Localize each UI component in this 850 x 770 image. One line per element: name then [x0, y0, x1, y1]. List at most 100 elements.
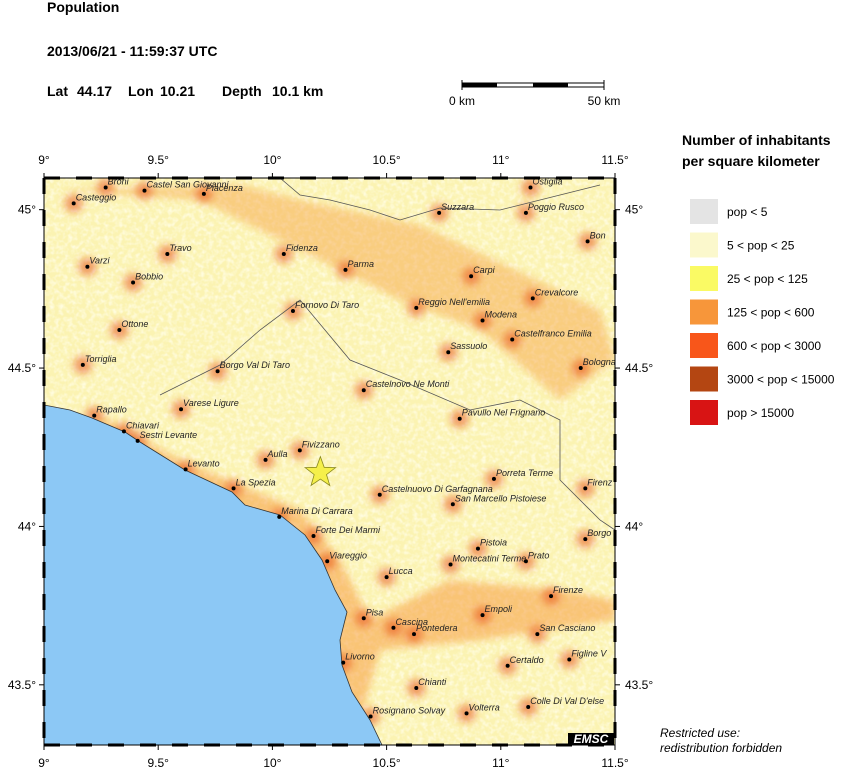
city-label: Ostiglia	[532, 177, 562, 187]
city-dot	[343, 267, 348, 272]
x-tick-label: 10°	[263, 756, 281, 770]
city-dot	[297, 448, 302, 453]
legend-swatch	[690, 333, 718, 358]
city-dot	[437, 210, 442, 215]
x-tick-label: 10.5°	[373, 153, 401, 167]
city-dot	[92, 413, 97, 418]
city-dot	[583, 486, 588, 491]
city-dot	[567, 657, 572, 662]
city-dot	[215, 369, 220, 374]
depth-value: 10.1 km	[272, 83, 323, 99]
city-label: Travo	[169, 243, 191, 253]
city-dot	[491, 476, 496, 481]
city-dot	[183, 467, 188, 472]
city-dot	[448, 562, 453, 567]
border	[159, 299, 615, 531]
epicenter	[303, 455, 337, 487]
city-dot	[325, 559, 330, 564]
city-dot	[412, 632, 417, 637]
legend-label: 600 < pop < 3000	[727, 339, 821, 353]
city-label: Suzzara	[441, 202, 474, 212]
y-tick-label: 44.5°	[8, 361, 36, 375]
y-tick-label: 45°	[625, 203, 643, 217]
legend-swatch	[690, 366, 718, 392]
logo-box	[568, 733, 614, 745]
footer-note: Restricted use:	[660, 726, 740, 740]
x-tick-label: 9°	[38, 756, 50, 770]
city-label: Parma	[347, 259, 374, 269]
city-label: Marina Di Carrara	[281, 506, 353, 516]
city-dot	[528, 185, 533, 190]
legend-label: pop > 15000	[727, 406, 794, 420]
legend-label: pop < 5	[727, 205, 768, 219]
city-label: Montecatini Terme	[453, 553, 527, 563]
city-label: Prato	[528, 550, 550, 560]
city-dot	[391, 625, 396, 630]
city-dot	[85, 264, 90, 269]
legend-swatch	[690, 232, 718, 258]
city-dot	[341, 660, 346, 665]
city-label: Chianti	[418, 677, 447, 687]
city-label: Crevalcore	[535, 287, 579, 297]
city-dot	[549, 594, 554, 599]
legend-title: per square kilometer	[682, 153, 820, 169]
legend-title: Number of inhabitants	[682, 132, 831, 148]
city-label: Casteggio	[76, 192, 117, 202]
city-label: Castelnuovo Di Garfagnana	[382, 484, 493, 494]
city-label: Reggio Nell'emilia	[418, 297, 490, 307]
x-tick-label: 10°	[263, 153, 281, 167]
city-label: Torriglia	[85, 354, 117, 364]
city-dot	[505, 663, 510, 668]
city-label: Firenze	[553, 585, 583, 595]
city-label: Poggio Rusco	[528, 202, 584, 212]
y-tick-label: 44°	[625, 519, 643, 533]
footer-note: redistribution forbidden	[660, 741, 782, 755]
map-frame	[43, 177, 616, 746]
y-tick-label: 43.5°	[8, 678, 36, 692]
city-label: Bon	[590, 230, 606, 240]
city-dot	[457, 416, 462, 421]
city-dot	[281, 252, 286, 257]
city-dot	[117, 328, 122, 333]
city-dot	[523, 559, 528, 564]
city-label: Carpi	[473, 265, 496, 275]
legend-swatch	[690, 299, 718, 325]
logo: EMSC	[574, 732, 609, 746]
city-label: Levanto	[188, 458, 220, 468]
city-label: Aulla	[267, 449, 288, 459]
x-tick-label: 11°	[492, 756, 509, 770]
city-label: Certaldo	[510, 655, 544, 665]
city-dot	[361, 616, 366, 621]
city-dot	[530, 296, 535, 301]
city-label: Castelfranco Emilia	[514, 329, 592, 339]
city-dot	[535, 632, 540, 637]
city-label: Pontedera	[416, 623, 458, 633]
city-dot	[377, 492, 382, 497]
scale-start: 0 km	[449, 94, 475, 108]
city-dot	[277, 514, 282, 519]
city-dot	[384, 575, 389, 580]
city-label: Pavullo Nel Frignano	[462, 408, 546, 418]
city-label: Empoli	[485, 604, 514, 614]
city-label: Volterra	[469, 702, 500, 712]
legend-label: 125 < pop < 600	[727, 306, 815, 320]
city-dot	[526, 704, 531, 709]
x-tick-label: 11.5°	[601, 153, 628, 167]
city-dot	[361, 388, 366, 393]
legend-swatch	[690, 266, 718, 291]
datetime: 2013/06/21 - 11:59:37 UTC	[47, 43, 217, 59]
lat-value: 44.17	[77, 83, 112, 99]
scale-end: 50 km	[588, 94, 621, 108]
x-tick-label: 11°	[492, 153, 509, 167]
city-dot	[231, 486, 236, 491]
city-label: Lucca	[389, 566, 413, 576]
border	[279, 178, 601, 221]
city-dot	[450, 502, 455, 507]
city-dot	[71, 201, 76, 206]
x-tick-label: 9.5°	[147, 756, 169, 770]
x-tick-label: 9°	[38, 153, 50, 167]
city-label: Forte Dei Marmi	[316, 525, 382, 535]
